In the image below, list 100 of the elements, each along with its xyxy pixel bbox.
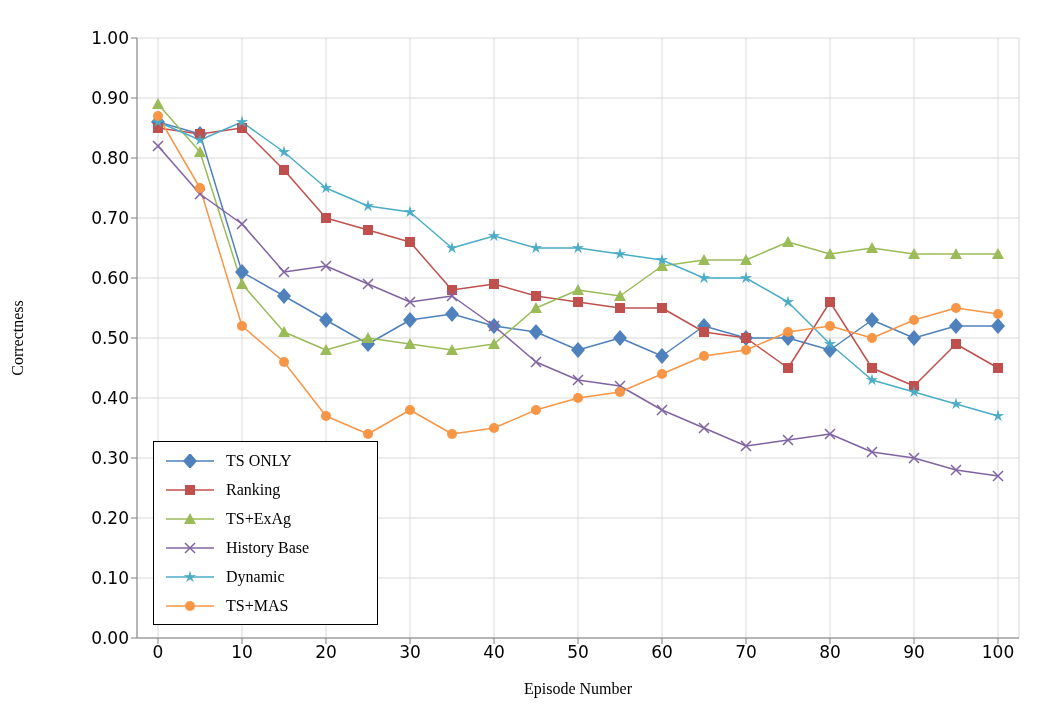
point [699,327,709,337]
point [740,440,752,452]
legend-label: TS+MAS [226,596,289,615]
point [571,342,585,358]
legend-label: Ranking [226,480,281,499]
point [950,464,962,476]
point [698,422,710,434]
point [739,271,753,284]
point [529,324,543,340]
point [320,344,332,355]
x-tick-label: 90 [903,642,925,663]
y-tick-label: 0.30 [91,448,129,469]
point [405,237,415,247]
y-tick-label: 0.50 [91,328,129,349]
point [783,363,793,373]
point [613,247,627,260]
y-tick-label: 0.10 [91,568,129,589]
point [698,254,710,265]
point [489,279,499,289]
point [991,318,1005,334]
legend-label: TS ONLY [226,451,292,470]
point [992,248,1004,259]
point [573,393,583,403]
point [278,266,290,278]
point [907,330,921,346]
y-tick-label: 0.00 [91,628,129,649]
point [865,373,879,386]
legend-label: History Base [226,538,310,557]
point [531,405,541,415]
point [572,284,584,295]
point [321,213,331,223]
point [951,339,961,349]
point [825,321,835,331]
x-tick-label: 60 [651,642,673,663]
x-axis-title: Episode Number [524,680,633,698]
point [363,429,373,439]
point [152,98,164,109]
point [950,248,962,259]
point [488,338,500,349]
point [655,253,669,266]
y-tick-label: 1.00 [91,28,129,49]
point [949,318,963,334]
point [615,387,625,397]
point [615,303,625,313]
point [279,357,289,367]
point [321,411,331,421]
point [699,351,709,361]
point [278,326,290,337]
point [487,229,501,242]
point [320,260,332,272]
point [825,297,835,307]
point [530,302,542,313]
point [951,303,961,313]
point [362,278,374,290]
point [445,241,459,254]
point [445,306,459,322]
point [361,199,375,212]
point [403,205,417,218]
legend-label: TS+ExAg [226,509,292,528]
point [193,133,207,146]
point [656,404,668,416]
point [362,332,374,343]
point [489,423,499,433]
point [782,236,794,247]
point [277,288,291,304]
point [613,330,627,346]
y-tick-label: 0.90 [91,88,129,109]
point [319,312,333,328]
point [991,409,1005,422]
point [404,296,416,308]
point [153,111,163,121]
y-axis-title: Correctness [8,300,26,376]
point [907,385,921,398]
point [530,356,542,368]
y-tick-label: 0.80 [91,148,129,169]
point [657,303,667,313]
y-tick-label: 0.20 [91,508,129,529]
point [363,225,373,235]
point [614,290,626,301]
point [152,140,164,152]
y-tick-label: 0.70 [91,208,129,229]
point [740,254,752,265]
point [823,337,837,350]
point [571,241,585,254]
point [741,345,751,355]
point [655,348,669,364]
point [279,165,289,175]
point [657,369,667,379]
point [236,278,248,289]
point [237,321,247,331]
point [824,428,836,440]
point [194,146,206,157]
point [908,248,920,259]
point [405,405,415,415]
point [866,242,878,253]
y-tick-label: 0.60 [91,268,129,289]
point [865,312,879,328]
point [783,327,793,337]
y-tick-label: 0.40 [91,388,129,409]
point [194,188,206,200]
